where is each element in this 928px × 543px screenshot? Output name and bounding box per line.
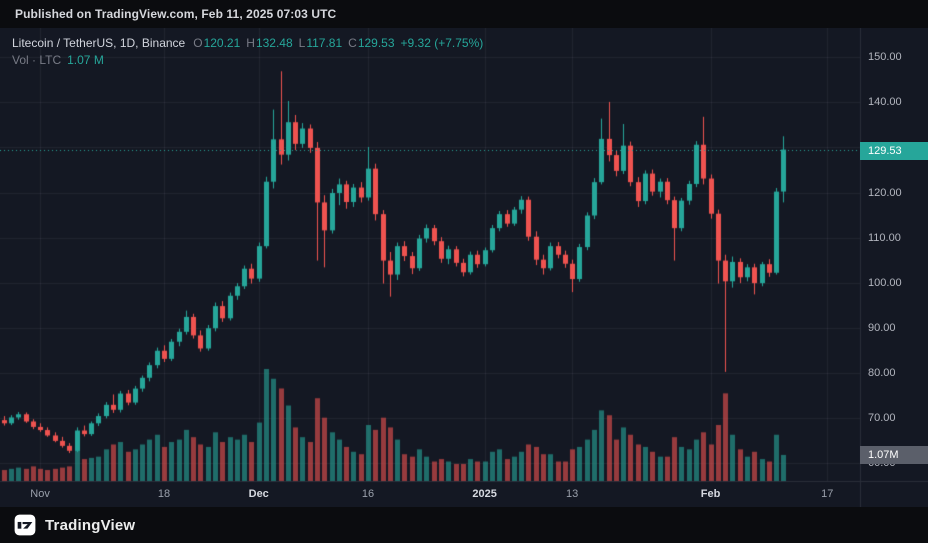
close-readout: C 129.53	[348, 35, 394, 52]
last-price-label: 129.53	[860, 141, 928, 160]
volume-series-label[interactable]: Vol · LTC	[12, 53, 62, 67]
price-tick-label: 90.00	[868, 321, 896, 334]
price-tick-label: 80.00	[868, 366, 896, 379]
price-tick-label: 110.00	[868, 231, 901, 244]
time-tick-label: Nov	[30, 488, 50, 500]
close-label: C	[348, 36, 357, 50]
price-tick-label: 100.00	[868, 276, 902, 289]
low-label: L	[298, 36, 306, 50]
brand-name[interactable]: TradingView	[45, 516, 136, 534]
change-value: +9.32 (+7.75%)	[400, 36, 484, 50]
chart-area: Litecoin / TetherUS, 1D, Binance O 120.2…	[0, 28, 928, 507]
high-value: 132.48	[255, 36, 293, 50]
time-tick-label: 13	[565, 488, 579, 500]
volume-legend-row: Vol · LTC 1.07 M	[12, 52, 483, 69]
time-tick-label: Feb	[700, 488, 721, 500]
open-value: 120.21	[203, 36, 241, 50]
tradingview-logo-icon[interactable]	[14, 514, 36, 536]
time-tick-label: 2025	[472, 488, 497, 500]
open-label: O	[193, 36, 203, 50]
time-tick-label: 17	[821, 488, 834, 500]
time-tick-label: 16	[361, 488, 375, 500]
price-tick-label: 150.00	[868, 51, 902, 64]
high-label: H	[246, 36, 255, 50]
price-tick-label: 120.00	[868, 186, 902, 199]
published-text: Published on TradingView.com, Feb 11, 20…	[15, 7, 337, 21]
low-readout: L 117.81	[299, 35, 343, 52]
open-readout: O 120.21	[193, 35, 240, 52]
published-bar: Published on TradingView.com, Feb 11, 20…	[0, 0, 928, 28]
price-tick-label: 140.00	[868, 96, 902, 109]
symbol-legend-row: Litecoin / TetherUS, 1D, Binance O 120.2…	[12, 35, 483, 52]
candlestick-chart[interactable]	[0, 28, 928, 507]
time-axis[interactable]: Nov 18 Dec 16 2025 13 Feb 17	[0, 481, 860, 507]
price-axis[interactable]: 60.0070.0080.0090.00100.00110.00120.0013…	[860, 28, 928, 481]
high-readout: H 132.48	[246, 35, 292, 52]
chart-legend: Litecoin / TetherUS, 1D, Binance O 120.2…	[12, 35, 483, 69]
volume-axis-label: 1.07M	[860, 445, 928, 464]
symbol-title[interactable]: Litecoin / TetherUS, 1D, Binance	[12, 36, 186, 50]
close-value: 129.53	[357, 36, 395, 50]
time-tick-label: 18	[157, 488, 171, 500]
price-tick-label: 70.00	[868, 411, 896, 424]
time-tick-label: Dec	[248, 488, 269, 500]
low-value: 117.81	[306, 36, 343, 50]
footer-bar: TradingView	[0, 507, 928, 543]
volume-series-value: 1.07 M	[67, 53, 104, 67]
